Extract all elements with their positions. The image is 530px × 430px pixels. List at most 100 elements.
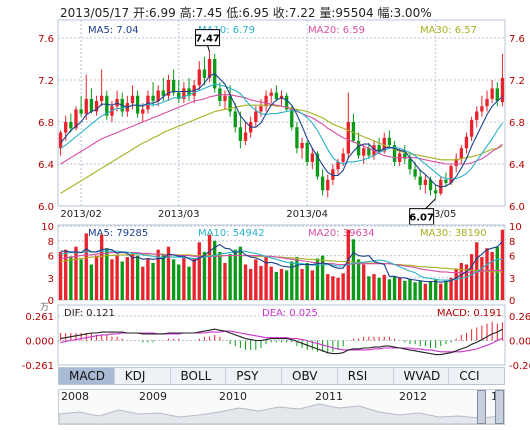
volume-bar: [295, 257, 299, 300]
close-label: 收:: [272, 6, 289, 20]
volume-bar: [192, 258, 196, 300]
volume-bar: [233, 249, 237, 300]
timeline-year-2008: 2008: [61, 390, 89, 403]
tab-psy[interactable]: PSY: [226, 368, 282, 384]
volume-bar: [495, 246, 499, 300]
low-value: 6.95: [242, 6, 269, 20]
candle-body: [341, 153, 345, 162]
candle-body: [320, 176, 325, 191]
candle-body: [336, 161, 340, 170]
volume-bar: [413, 282, 417, 300]
candle-body: [444, 179, 448, 183]
volume-bar: [187, 266, 191, 300]
price-tick-right: 6.0: [509, 202, 525, 213]
volume-tick-left: 10: [41, 222, 54, 233]
price-tick-left: 6.4: [38, 160, 54, 171]
timeline-right-handle[interactable]: [495, 390, 504, 424]
volume-bar: [284, 270, 289, 300]
macd-dif-line: [60, 328, 503, 356]
candle-body: [94, 101, 99, 112]
volume-bar: [403, 280, 407, 300]
volume-bar: [146, 258, 150, 300]
volume-bar: [367, 276, 371, 300]
candle-body: [130, 95, 135, 104]
candle-body: [141, 109, 145, 114]
candle-body: [274, 92, 279, 99]
tab-obv[interactable]: OBV: [282, 368, 338, 384]
volume-label: 量:: [319, 6, 336, 20]
timeline-left-handle[interactable]: [477, 390, 486, 424]
candle-body: [182, 88, 186, 99]
tab-boll[interactable]: BOLL: [171, 368, 227, 384]
date-tick-label: 2013/05: [415, 209, 457, 220]
volume-bar: [182, 257, 186, 300]
volume-bar: [315, 258, 320, 300]
volume-bar: [454, 268, 458, 300]
candle-body: [207, 59, 212, 78]
macd-tick-left: 0.261: [25, 312, 54, 323]
volume-bar: [480, 257, 484, 300]
macd-legend-macd: MACD: 0.191: [437, 308, 502, 319]
volume-bar: [377, 277, 381, 300]
volume-tick-right: 3: [509, 274, 515, 285]
volume-bar: [423, 283, 428, 300]
price-ma20-line: [60, 94, 503, 165]
tab-macd[interactable]: MACD: [59, 368, 115, 384]
price-legend-1: MA10: 6.79: [198, 25, 255, 36]
tab-wvad[interactable]: WVAD: [394, 368, 450, 384]
price-tick-right: 6.4: [509, 160, 525, 171]
candle-body: [197, 69, 201, 86]
candle-body: [79, 109, 83, 114]
volume-bar: [331, 276, 335, 300]
volume-bar: [279, 268, 284, 300]
macd-tick-right: 0.261: [509, 312, 530, 323]
volume-ma30-line: [60, 253, 503, 273]
volume-bar: [326, 274, 330, 300]
candle-body: [300, 143, 304, 149]
tab-cci[interactable]: CCI: [459, 369, 480, 383]
candle-body: [171, 80, 176, 93]
volume-bar: [500, 229, 505, 300]
candle-body: [413, 169, 417, 177]
volume-ma5-line: [60, 241, 503, 283]
price-tick-right: 6.8: [509, 118, 525, 129]
volume-bar: [398, 277, 402, 300]
volume-legend-2: MA20: 39634: [308, 228, 375, 239]
volume-bar: [305, 263, 309, 300]
volume-bar: [408, 279, 412, 300]
date-tick-label: 2013/04: [286, 209, 328, 220]
macd-tick-right: -0.261: [509, 361, 530, 372]
candle-body: [469, 119, 474, 137]
volume-bar: [300, 268, 304, 300]
volume-bar: [254, 259, 258, 300]
volume-bar: [84, 233, 88, 300]
timeline-year-2011: 2011: [315, 390, 343, 403]
timeline-navigator[interactable]: 2008 2009 2010 2011 2012 13: [58, 389, 505, 425]
volume-bar: [490, 251, 494, 300]
candle-body: [403, 153, 407, 159]
tab-kdj[interactable]: KDJ: [115, 368, 171, 384]
volume-bar: [135, 255, 140, 300]
candle-body: [418, 176, 422, 185]
annotation-label: 7.47: [195, 34, 220, 45]
volume-tick-left: 8: [48, 237, 54, 248]
quote-date: 2013/05/17: [60, 6, 130, 20]
price-ma5-line: [60, 73, 503, 188]
volume-bar: [310, 270, 314, 300]
candle-body: [464, 136, 469, 149]
candle-body: [459, 148, 463, 159]
volume-bar: [382, 274, 386, 300]
volume-tick-right: 8: [509, 237, 515, 248]
volume-bar: [100, 234, 104, 300]
tab-rsi[interactable]: RSI: [338, 368, 394, 384]
timeline-sparkline: [59, 403, 504, 424]
candle-body: [64, 122, 68, 133]
volume-bar: [161, 254, 165, 300]
volume-bar: [166, 246, 171, 300]
volume-bar: [110, 259, 114, 300]
volume-bar: [464, 264, 469, 300]
candle-body: [377, 145, 381, 152]
volume-bar: [64, 249, 68, 300]
volume-bar: [130, 254, 135, 300]
